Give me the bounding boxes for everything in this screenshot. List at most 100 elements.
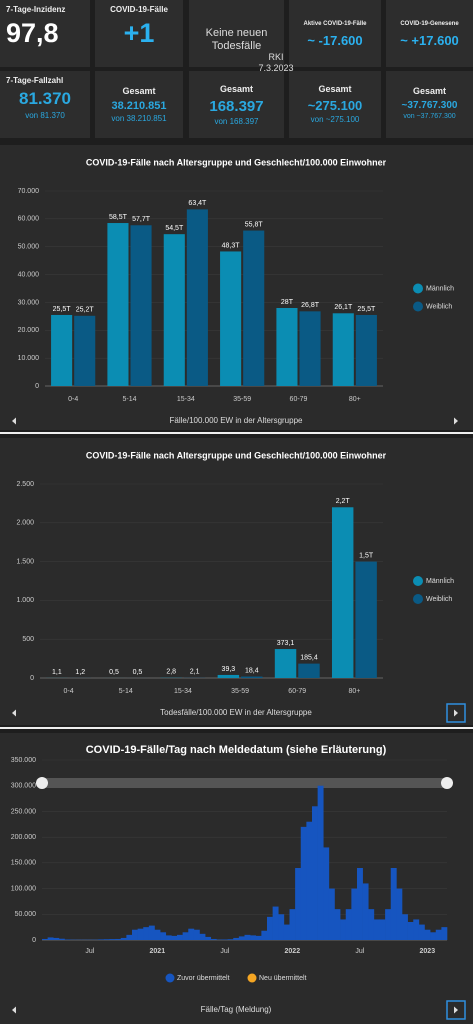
nav-prev[interactable] [12, 417, 16, 425]
y-tick-label: 500 [22, 636, 34, 643]
nav-prev[interactable] [12, 1006, 16, 1014]
bar [334, 909, 341, 940]
bar [250, 935, 257, 940]
x-tick-label: 60-79 [288, 688, 306, 695]
kpi-title: 7-Tage-Fallzahl [6, 76, 64, 85]
y-tick-label: 50.000 [15, 911, 37, 918]
kpi-title: Aktive COVID-19-Fälle [303, 21, 367, 27]
kpi-sub: von ~275.100 [310, 115, 360, 124]
bar [64, 939, 71, 940]
legend-swatch [413, 594, 423, 604]
value-label: 26,1T [334, 304, 353, 311]
kpi-title: Gesamt [122, 86, 156, 96]
bar [267, 916, 273, 940]
bar [143, 927, 150, 940]
bar [188, 928, 195, 940]
legend-label: Männlich [426, 285, 454, 292]
value-label: 54,5T [165, 225, 184, 232]
value-label: 2,1 [190, 669, 200, 676]
nav-next[interactable] [454, 709, 458, 717]
kpi-value: ~275.100 [307, 98, 363, 113]
slider-handle[interactable] [441, 777, 453, 789]
separator [0, 432, 473, 434]
value-label: 373,1 [277, 640, 295, 647]
bar [199, 933, 206, 940]
x-tick-label: 0-4 [68, 396, 78, 403]
bar [289, 909, 296, 940]
bar [379, 919, 386, 940]
slider-track [42, 778, 447, 788]
slider-handle[interactable] [36, 777, 48, 789]
value-label: 18,4 [245, 667, 259, 674]
legend-label: Neu übermittelt [259, 975, 307, 982]
kpi-value: 97,8 [6, 18, 59, 48]
bar [42, 938, 48, 940]
legend-swatch [413, 301, 423, 312]
bar [328, 888, 335, 940]
nav-prev[interactable] [12, 709, 16, 717]
rki-note: RKI 7.3.2023 [258, 52, 294, 74]
y-tick-label: 350.000 [11, 757, 36, 764]
bar [241, 676, 263, 678]
bar [193, 929, 200, 940]
x-tick-label: 0-4 [64, 688, 74, 695]
legend-label: Männlich [426, 578, 454, 585]
kpi-title: Gesamt [412, 86, 447, 96]
bar [210, 938, 217, 940]
value-label: 185,4 [300, 654, 318, 661]
y-tick-label: 60.000 [18, 216, 40, 223]
value-label: 2,2T [336, 498, 351, 505]
legend-label: Zuvor übermittelt [177, 975, 230, 982]
bar [298, 663, 320, 678]
value-label: 39,3 [222, 666, 236, 673]
y-tick-label: 50.000 [18, 244, 40, 251]
kpi-sub: von 38.210.851 [111, 114, 167, 123]
bar [300, 826, 307, 940]
value-label: 1,2 [75, 669, 85, 676]
chart-title: COVID-19-Fälle/Tag nach Meldedatum (sieh… [86, 744, 387, 756]
kpi-value: Keine neuen Todesfälle [205, 27, 268, 52]
value-label: 0,5 [109, 669, 119, 676]
bar [243, 230, 265, 386]
bar [120, 937, 127, 940]
chart-panel: COVID-19-Fälle/Tag nach Meldedatum (sieh… [0, 733, 473, 1024]
x-tick-label: 80+ [348, 688, 360, 695]
y-tick-label: 70.000 [18, 188, 40, 195]
kpi-tile: 7-Tage-Inzidenz 97,8 [0, 0, 90, 67]
bar [109, 939, 116, 940]
y-tick-label: 2.500 [16, 481, 34, 488]
nav-next[interactable] [454, 1006, 458, 1014]
x-tick-label: 2021 [150, 948, 166, 955]
bar [261, 930, 268, 940]
bar [317, 785, 324, 940]
bar [58, 938, 65, 940]
legend-swatch [247, 973, 257, 983]
nav-next[interactable] [454, 417, 458, 425]
x-tick-label: Jul [220, 948, 229, 955]
y-tick-label: 150.000 [11, 860, 36, 867]
bar [312, 806, 318, 940]
bar [355, 561, 377, 678]
legend-label: Weiblich [426, 596, 452, 603]
kpi-title: Gesamt [318, 84, 352, 94]
bar [355, 314, 377, 386]
bar [222, 939, 228, 940]
y-tick-label: 20.000 [18, 327, 40, 334]
bar [362, 883, 369, 940]
bar [430, 932, 437, 940]
bar [323, 847, 330, 940]
y-tick-label: 250.000 [11, 808, 36, 815]
chart-panel: COVID-19-Fälle nach Altersgruppe und Ges… [0, 145, 473, 430]
kpi-title: 7-Tage-Inzidenz [6, 5, 66, 14]
bar [351, 888, 358, 940]
kpi-value: ~37.767.300 [401, 100, 458, 111]
bar [244, 934, 251, 940]
kpi-tile: Aktive COVID-19-Fälle ~ -17.600 [289, 0, 381, 67]
value-label: 58,5T [109, 214, 128, 221]
bar [357, 868, 363, 940]
chart-panel: COVID-19-Fälle nach Altersgruppe und Ges… [0, 438, 473, 725]
y-tick-label: 300.000 [11, 783, 36, 790]
nav-next-box [446, 703, 466, 723]
y-tick-label: 0 [30, 675, 34, 682]
x-tick-label: 35-59 [233, 396, 251, 403]
